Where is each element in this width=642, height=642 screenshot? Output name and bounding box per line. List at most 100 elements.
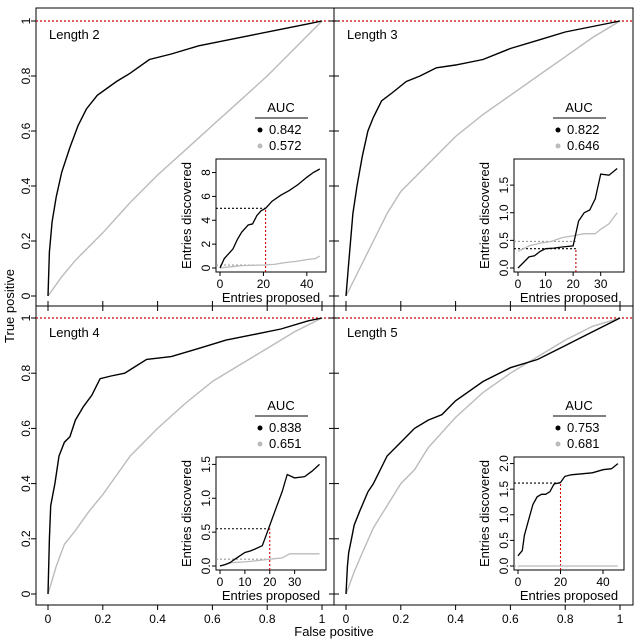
- inset-series-2: [219, 553, 320, 567]
- figure-xlabel: False positive: [294, 624, 373, 639]
- x-tick-label: 0.2: [94, 612, 111, 626]
- inset-xlabel: Entries proposed: [520, 290, 618, 305]
- inset-y-tick-label: 0.5: [199, 523, 213, 540]
- legend-entry: 0.572: [269, 138, 302, 153]
- y-tick-label: 0.8: [19, 67, 33, 84]
- legend-marker: [257, 425, 263, 431]
- x-tick-label: 0.6: [502, 612, 519, 626]
- legend-entry: 0.651: [269, 436, 302, 451]
- inset-x-tick-label: 20: [257, 277, 271, 291]
- y-tick-label: 1: [19, 17, 33, 24]
- y-tick-label: 0.2: [19, 530, 33, 547]
- inset-x-tick-label: 0: [217, 277, 224, 291]
- legend-marker: [257, 441, 263, 447]
- inset-ylabel: Entries discovered: [179, 460, 194, 567]
- inset-y-tick-label: 6: [199, 193, 213, 200]
- inset-y-tick-label: 1.0: [497, 506, 511, 523]
- inset-y-tick-label: 1.5: [199, 456, 213, 473]
- inset-y-tick-label: 0.0: [497, 557, 511, 574]
- x-tick-label: 0: [343, 612, 350, 626]
- inset-y-tick-label: 1.0: [199, 490, 213, 507]
- inset-ylabel: Entries discovered: [477, 460, 492, 567]
- legend-title: AUC: [267, 398, 294, 413]
- x-tick-label: 0.6: [204, 612, 221, 626]
- panel-title: Length 5: [347, 325, 398, 340]
- inset-y-tick-label: 2: [199, 240, 213, 247]
- y-tick-label: 0: [19, 292, 33, 299]
- inset-ylabel: Entries discovered: [179, 162, 194, 269]
- roc-series-2: [345, 20, 621, 297]
- inset-y-tick-label: 2.0: [497, 455, 511, 472]
- inset: 0 20 40 0 2 4 6 8 Entries proposed Entries discov…: [179, 158, 327, 305]
- roc-series-1: [345, 317, 621, 595]
- legend-entry: 0.681: [567, 436, 600, 451]
- x-tick-label: 0.4: [447, 612, 464, 626]
- inset-frame: [513, 158, 625, 273]
- y-tick-label: 0.2: [19, 232, 33, 249]
- roc-series-1: [47, 317, 323, 595]
- inset-y-tick-label: 0.5: [497, 232, 511, 249]
- inset-x-tick-label: 10: [539, 277, 553, 291]
- legend-marker: [555, 143, 561, 149]
- legend-entry: 0.838: [269, 420, 302, 435]
- panel-title: Length 2: [49, 27, 100, 42]
- inset-y-tick-label: 0: [199, 264, 213, 271]
- figure-ylabel: True positive: [2, 269, 17, 343]
- legend-entry: 0.822: [567, 122, 600, 137]
- inset-ylabel: Entries discovered: [477, 162, 492, 269]
- y-tick-label: 0.4: [19, 475, 33, 492]
- legend-marker: [257, 143, 263, 149]
- inset-x-tick-label: 40: [596, 575, 610, 589]
- inset-xlabel: Entries proposed: [520, 588, 618, 603]
- inset-frame: [215, 456, 327, 571]
- legend-entry: 0.842: [269, 122, 302, 137]
- x-tick-label: 0: [45, 612, 52, 626]
- inset-series-1: [517, 463, 619, 557]
- legend-title: AUC: [565, 100, 592, 115]
- inset-x-tick-label: 40: [300, 277, 314, 291]
- inset-y-tick-label: 0.5: [497, 532, 511, 549]
- inset-series-2: [219, 255, 321, 269]
- inset-series-1: [219, 463, 320, 567]
- x-tick-label: 0.2: [392, 612, 409, 626]
- legend-marker: [555, 127, 561, 133]
- inset-xlabel: Entries proposed: [222, 588, 320, 603]
- inset-y-tick-label: 1.5: [497, 481, 511, 498]
- inset: 0 10 20 30 0.0 0.5 1.0 1.5 Entries proposed Entri…: [179, 456, 327, 603]
- inset-x-tick-label: 0: [515, 575, 522, 589]
- x-tick-label: 1: [617, 612, 624, 626]
- y-tick-label: 0.8: [19, 365, 33, 382]
- roc-series-2: [47, 20, 323, 297]
- roc-series-1: [47, 20, 323, 297]
- inset-x-tick-label: 30: [288, 575, 302, 589]
- legend-entry: 0.646: [567, 138, 600, 153]
- inset: 0 20 40 0.0 0.5 1.0 1.5 2.0 Entries proposed Entr…: [477, 455, 625, 603]
- inset-y-tick-label: 0.0: [199, 557, 213, 574]
- legend-marker: [257, 127, 263, 133]
- inset-x-tick-label: 20: [554, 575, 568, 589]
- y-tick-label: 0.6: [19, 420, 33, 437]
- x-tick-label: 0.8: [557, 612, 574, 626]
- y-tick-label: 0.4: [19, 177, 33, 194]
- legend-title: AUC: [267, 100, 294, 115]
- x-tick-label: 0.4: [149, 612, 166, 626]
- inset-x-tick-label: 30: [594, 277, 608, 291]
- inset-x-tick-label: 10: [238, 575, 252, 589]
- roc-series-1: [345, 20, 621, 297]
- inset-series-1: [517, 167, 618, 269]
- inset-y-tick-label: 1.0: [497, 204, 511, 221]
- inset-frame: [215, 158, 327, 273]
- inset-y-tick-label: 4: [199, 217, 213, 224]
- inset-y-tick-label: 8: [199, 169, 213, 176]
- inset-y-tick-label: 0.0: [497, 259, 511, 276]
- inset-x-tick-label: 0: [515, 277, 522, 291]
- roc-series-2: [47, 317, 323, 595]
- inset-x-tick-label: 20: [566, 277, 580, 291]
- inset-xlabel: Entries proposed: [222, 290, 320, 305]
- x-tick-label: 1: [319, 612, 326, 626]
